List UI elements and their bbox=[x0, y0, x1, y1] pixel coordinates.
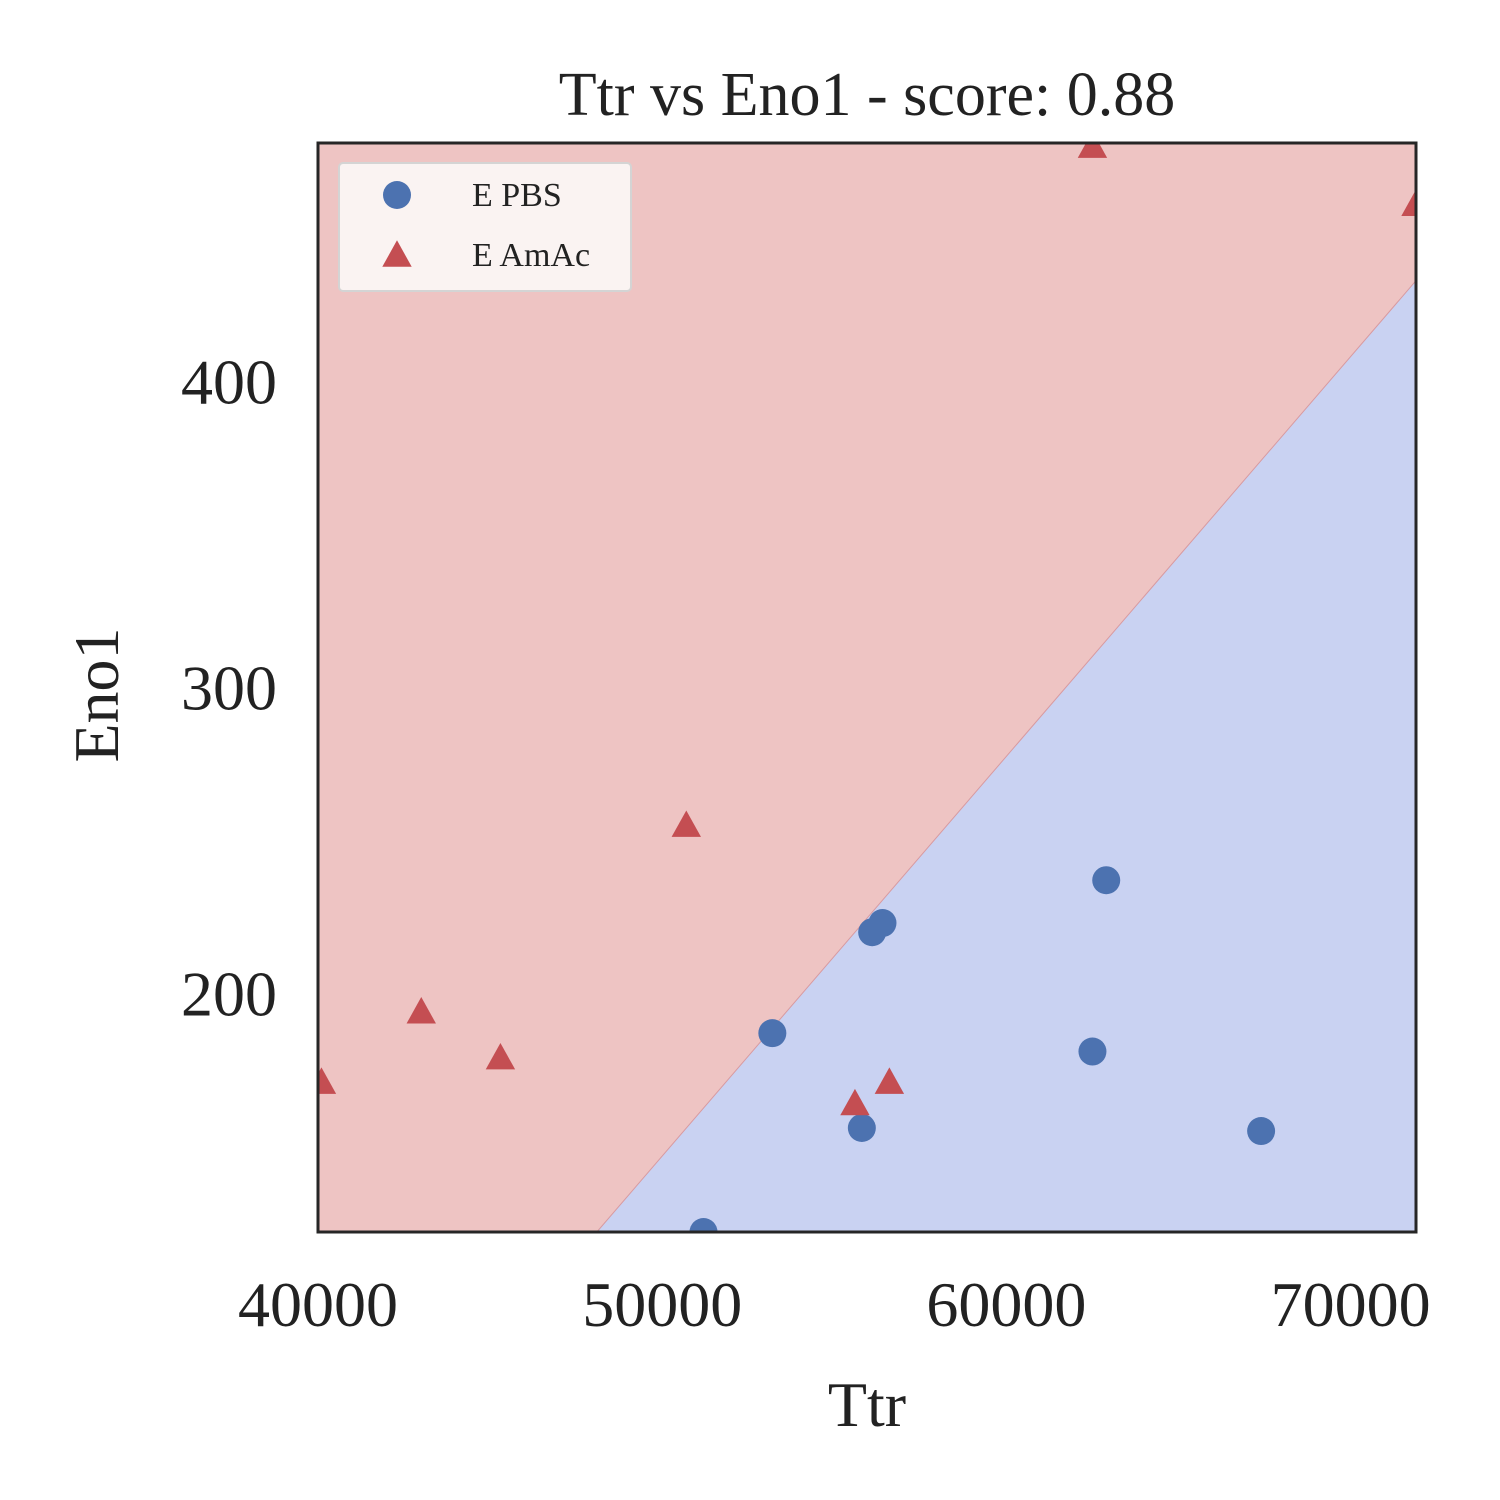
legend-marker-e-amac bbox=[382, 240, 412, 267]
legend-label-e-pbs: E PBS bbox=[472, 177, 562, 214]
point-e-amac bbox=[671, 810, 701, 837]
y-tick-label: 300 bbox=[181, 653, 277, 724]
region-lower bbox=[596, 279, 1416, 1232]
point-e-amac bbox=[485, 1042, 516, 1070]
point-e-pbs bbox=[689, 1218, 718, 1232]
legend-marker-e-pbs bbox=[383, 181, 411, 209]
x-axis-label: Ttr bbox=[828, 1369, 906, 1440]
point-e-amac bbox=[1401, 189, 1416, 216]
point-e-pbs bbox=[1247, 1117, 1276, 1146]
series-e-amac bbox=[318, 143, 1416, 1116]
legend-label-e-amac: E AmAc bbox=[472, 237, 590, 274]
point-e-pbs bbox=[758, 1019, 787, 1048]
y-axis-label: Eno1 bbox=[61, 627, 132, 762]
x-tick-label: 50000 bbox=[582, 1269, 742, 1340]
x-tick-label: 60000 bbox=[926, 1269, 1086, 1340]
point-e-amac bbox=[406, 997, 436, 1024]
point-e-pbs bbox=[847, 1113, 876, 1142]
series-e-pbs bbox=[689, 866, 1276, 1232]
point-e-amac bbox=[840, 1088, 870, 1116]
point-e-pbs bbox=[868, 909, 897, 938]
point-e-pbs bbox=[1092, 866, 1121, 895]
decision-regions bbox=[318, 143, 1416, 1232]
x-ticks: 40000 50000 60000 70000 bbox=[238, 1269, 1431, 1340]
point-e-amac bbox=[874, 1067, 905, 1094]
point-e-pbs bbox=[1078, 1037, 1107, 1066]
legend: E PBS E AmAc bbox=[338, 162, 632, 292]
point-e-amac bbox=[318, 1067, 337, 1094]
x-tick-label: 70000 bbox=[1271, 1269, 1431, 1340]
legend-box bbox=[338, 162, 632, 292]
plot-frame bbox=[316, 141, 1418, 1234]
point-e-amac bbox=[1077, 143, 1108, 158]
y-tick-label: 400 bbox=[181, 347, 277, 418]
data-points bbox=[318, 143, 1416, 1232]
y-ticks: 200 300 400 bbox=[181, 347, 277, 1030]
y-tick-label: 200 bbox=[181, 958, 277, 1029]
chart-title: Ttr vs Eno1 - score: 0.88 bbox=[559, 61, 1175, 129]
x-tick-label: 40000 bbox=[238, 1269, 398, 1340]
